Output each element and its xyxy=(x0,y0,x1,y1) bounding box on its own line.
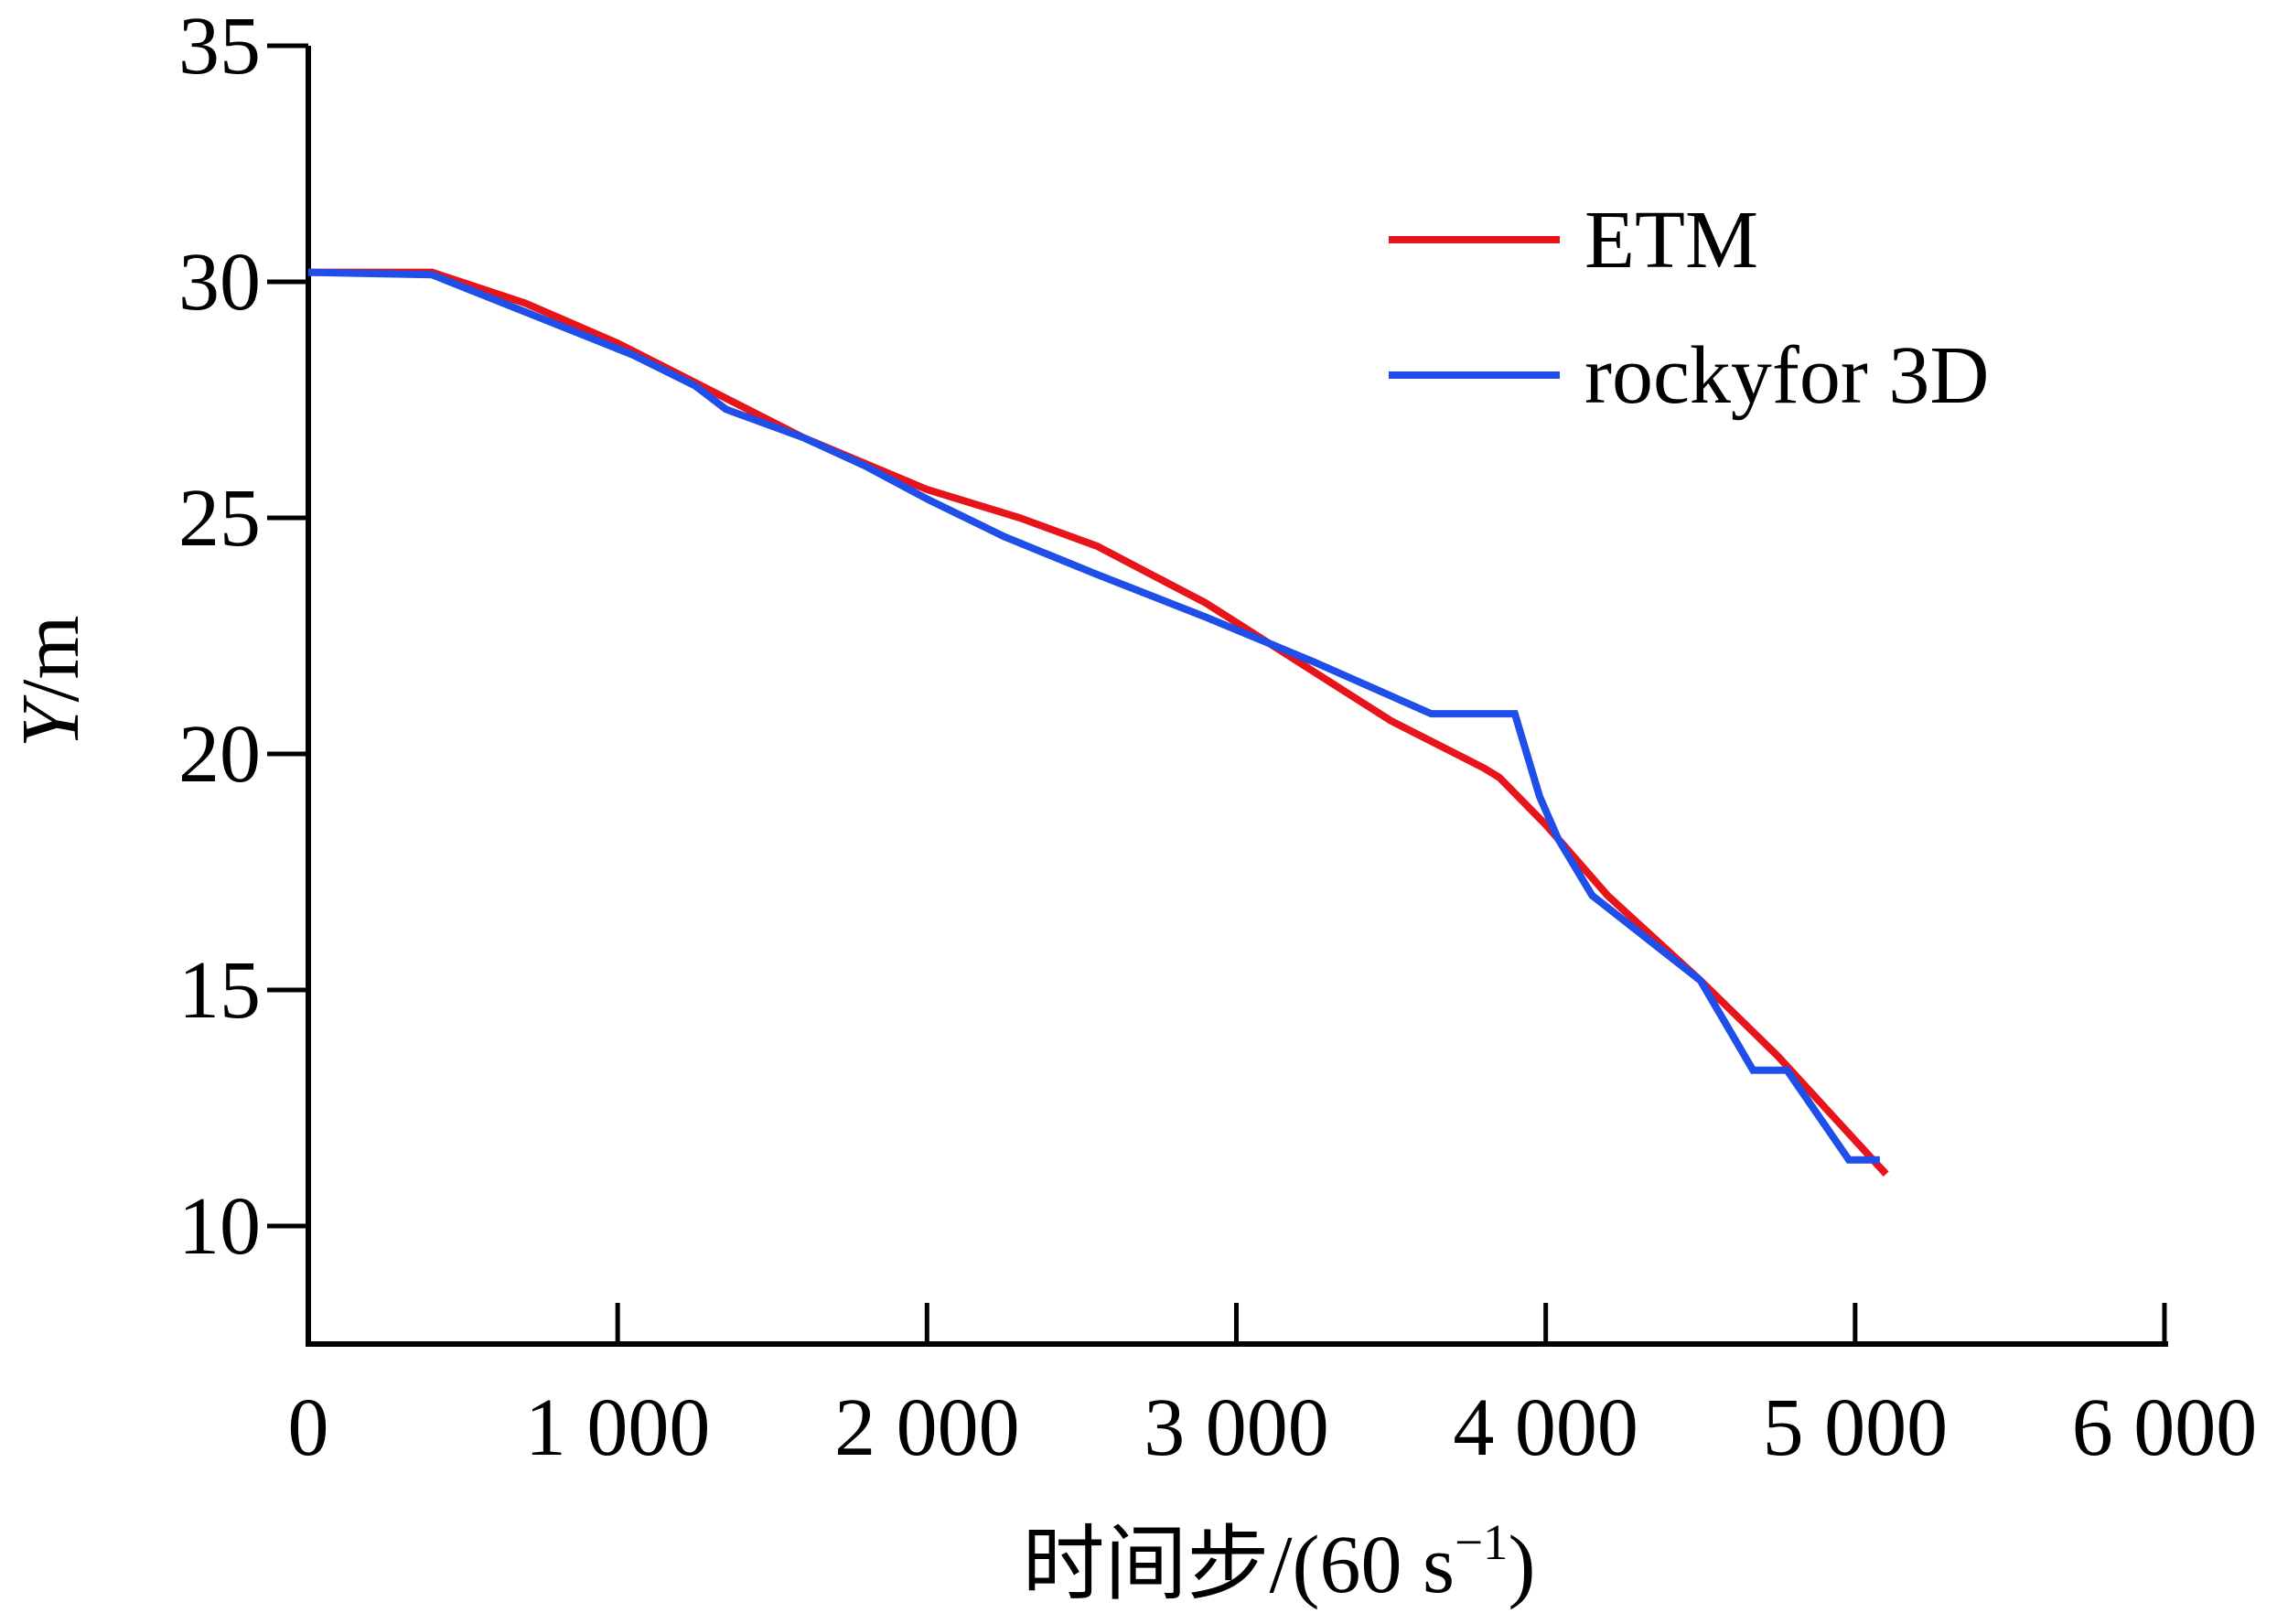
x-axis-title: 时间步/(60 s−1) xyxy=(1022,1514,1535,1610)
y-tick-label: 10 xyxy=(178,1181,261,1272)
y-axis-title: Y/m xyxy=(5,615,96,747)
x-tick-label: 5 000 xyxy=(1763,1382,1949,1473)
x-tick-label: 2 000 xyxy=(834,1382,1020,1473)
legend: ETM rockyfor 3D xyxy=(1389,195,1989,421)
y-tick-label: 30 xyxy=(178,237,261,328)
y-ticks: 10 15 20 25 30 35 xyxy=(178,1,308,1272)
legend-label-etm: ETM xyxy=(1584,195,1758,285)
x-tick-label: 0 xyxy=(288,1382,329,1473)
x-tick-label: 1 000 xyxy=(525,1382,711,1473)
x-tick-label: 3 000 xyxy=(1144,1382,1329,1473)
series-lines xyxy=(307,268,1889,1177)
y-tick-label: 35 xyxy=(178,1,261,91)
legend-label-rockyfor: rockyfor 3D xyxy=(1584,330,1989,421)
y-tick-label: 25 xyxy=(178,473,261,564)
x-tick-label: 6 000 xyxy=(2072,1382,2258,1473)
x-ticks: 0 1 000 2 000 3 000 4 000 5 000 6 000 xyxy=(288,1303,2258,1473)
series-line-rockyfor-3d xyxy=(307,268,1880,1164)
series-line-etm xyxy=(308,268,1889,1177)
y-tick-label: 15 xyxy=(178,945,261,1036)
y-tick-label: 20 xyxy=(178,709,261,800)
x-tick-label: 4 000 xyxy=(1453,1382,1638,1473)
